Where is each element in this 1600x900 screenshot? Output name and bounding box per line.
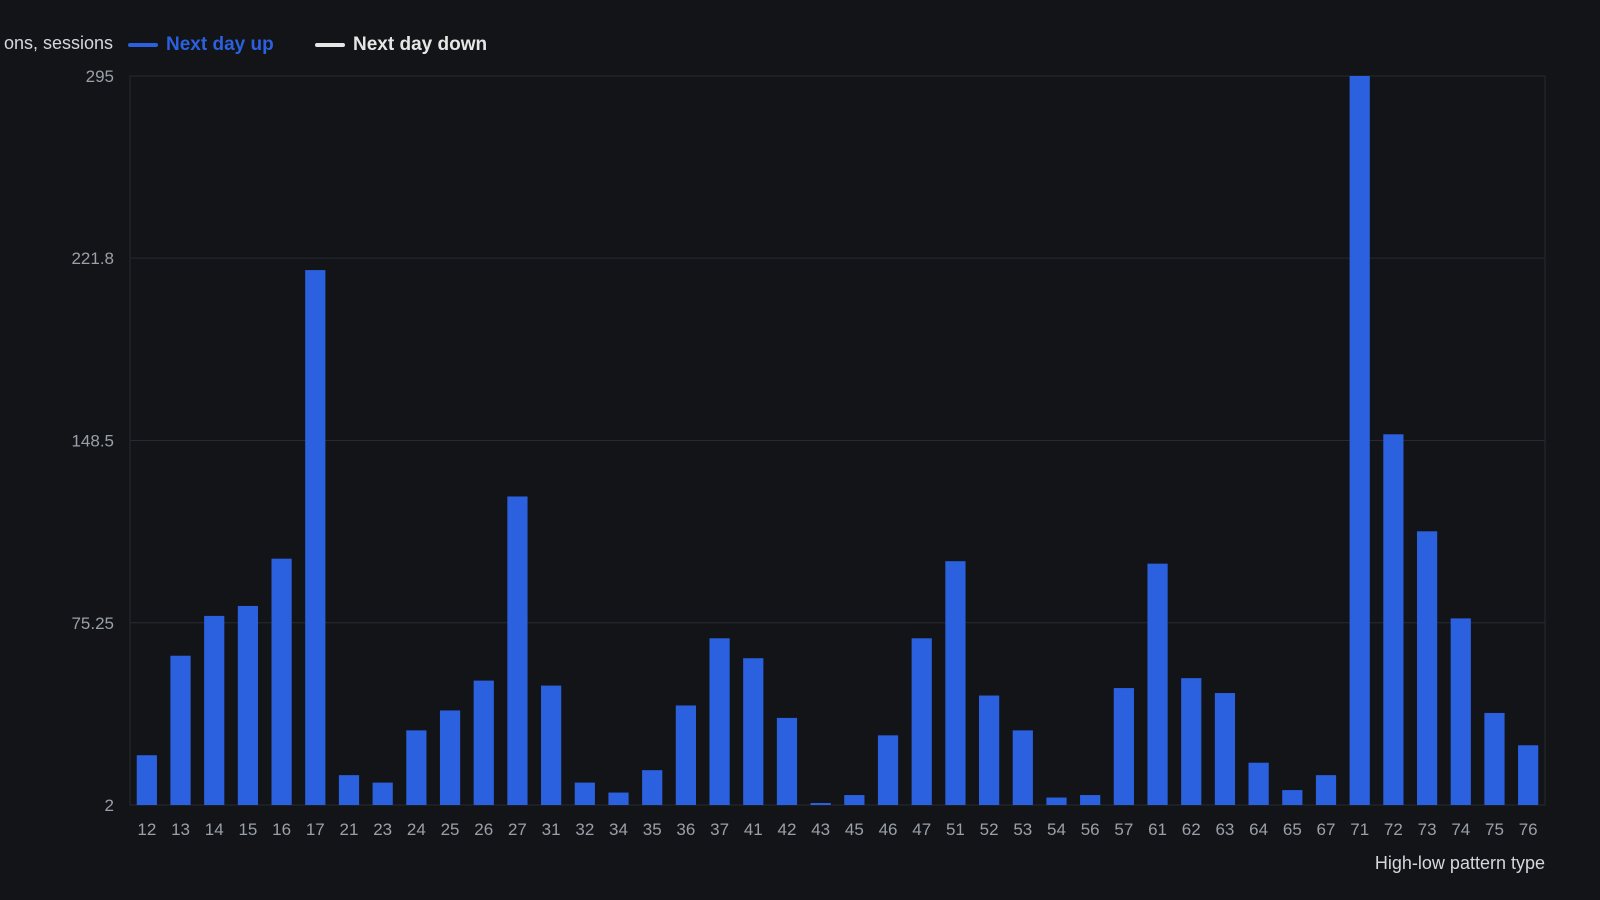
x-tick-label: 75 [1485,820,1504,839]
bar [1147,563,1168,805]
legend-label-up: Next day up [166,34,274,55]
x-tick-label: 15 [238,820,257,839]
x-tick-label: 76 [1519,820,1538,839]
y-axis-label: ons, sessions [3,33,113,53]
bar [877,735,899,805]
bar [1282,790,1303,805]
bar [1450,618,1471,805]
legend-item-next-day-down[interactable]: Next day down [315,34,487,56]
bar [844,795,865,805]
bar [507,496,528,805]
bar [1046,797,1067,805]
x-tick-label: 71 [1350,820,1369,839]
y-tick-label: 221.8 [71,249,114,268]
bar [271,558,292,805]
bar [1248,762,1269,805]
bar [1383,434,1404,805]
bar [136,755,157,805]
x-tick-label: 64 [1249,820,1268,839]
bar [1113,688,1134,805]
legend-item-next-day-up[interactable]: Next day up [128,34,274,56]
bar [642,770,663,805]
x-tick-label: 45 [845,820,864,839]
x-tick-label: 13 [171,820,190,839]
bar [1518,745,1539,805]
y-tick-label: 75.25 [71,614,114,633]
bar [305,270,326,806]
bar [541,685,562,805]
legend-swatch-up [128,43,158,47]
x-tick-label: 57 [1114,820,1133,839]
x-tick-label: 53 [1013,820,1032,839]
bar [1214,693,1236,805]
x-tick-label: 17 [306,820,325,839]
x-tick-label: 72 [1384,820,1403,839]
x-tick-label: 21 [340,820,359,839]
y-tick-label: 2 [105,796,114,815]
bar [406,730,427,805]
x-tick-label: 41 [744,820,763,839]
bar [338,775,360,805]
bar [911,638,932,805]
bar [810,803,831,805]
x-tick-label: 34 [609,820,628,839]
x-tick-label: 51 [946,820,965,839]
x-tick-label: 36 [676,820,695,839]
x-tick-label: 25 [441,820,460,839]
x-tick-label: 14 [205,820,224,839]
bar [709,638,730,805]
bar [237,605,259,805]
x-tick-label: 26 [474,820,493,839]
bar [1080,795,1101,805]
x-tick-label: 46 [879,820,898,839]
x-tick-label: 52 [980,820,999,839]
x-tick-label: 32 [575,820,594,839]
x-tick-label: 12 [137,820,156,839]
bar [1349,76,1370,805]
legend-label-down: Next day down [353,34,488,55]
bar [574,782,595,805]
bar [1484,712,1505,805]
x-tick-label: 62 [1182,820,1201,839]
x-axis-label: High-low pattern type [1375,853,1545,873]
x-tick-label: 23 [373,820,392,839]
bar [945,561,966,805]
bar [608,792,629,805]
x-tick-label: 37 [710,820,729,839]
x-tick-label: 56 [1081,820,1100,839]
bar [1315,775,1337,805]
x-tick-label: 24 [407,820,426,839]
x-tick-label: 27 [508,820,527,839]
bar [170,655,191,805]
x-tick-label: 74 [1451,820,1470,839]
x-tick-label: 35 [643,820,662,839]
x-tick-label: 61 [1148,820,1167,839]
x-tick-label: 54 [1047,820,1066,839]
x-tick-label: 47 [912,820,931,839]
bar [204,615,225,805]
bar [1181,678,1202,805]
bar [979,695,1000,805]
x-tick-label: 31 [542,820,561,839]
bar [675,705,696,805]
bar [473,680,494,805]
x-tick-label: 16 [272,820,291,839]
x-tick-label: 43 [811,820,830,839]
bar [776,717,798,805]
x-tick-label: 42 [778,820,797,839]
x-tick-label: 67 [1317,820,1336,839]
y-tick-label: 148.5 [71,432,114,451]
bar [743,658,764,805]
bar [439,710,461,805]
bar [1416,531,1438,805]
y-tick-label: 295 [86,67,114,86]
x-tick-label: 63 [1215,820,1234,839]
bar [1012,730,1033,805]
legend-swatch-down [315,43,345,47]
x-tick-label: 73 [1418,820,1437,839]
x-tick-label: 65 [1283,820,1302,839]
bar [372,782,393,805]
